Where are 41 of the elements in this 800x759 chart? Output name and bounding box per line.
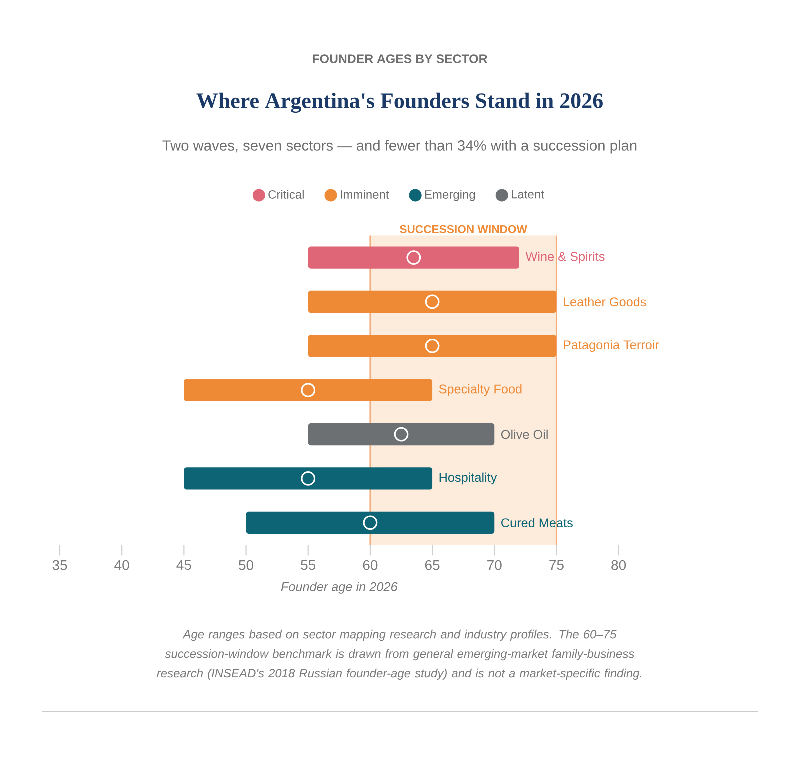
y-tick-label: Olive Oil xyxy=(501,430,548,440)
point xyxy=(301,383,316,398)
chart-title: Where Argentina's Founders Stand in 2026 xyxy=(196,92,603,114)
text: Age ranges based on sector mapping research and industry profiles. The 60–75 succession-window benchmark is drawn from general emerging-market family-business research (INSEAD's 2018 Russian founder-age study) and is not a market-specific finding. xyxy=(157,630,642,680)
bar xyxy=(246,512,495,534)
legend-label: Emerging xyxy=(425,190,476,202)
y-tick-label: Hospitality xyxy=(440,472,498,485)
legend-label: Imminent xyxy=(341,190,390,199)
band-label: SUCCESSION WINDOW xyxy=(400,225,528,234)
legend-label: Critical xyxy=(268,190,304,199)
y-tick-label: Patagonia Terroir xyxy=(564,340,660,352)
bar xyxy=(184,468,433,490)
x-tick-label: 80 xyxy=(612,560,626,570)
x-tick-label: 60 xyxy=(363,560,378,570)
point xyxy=(363,516,378,530)
point xyxy=(301,472,316,486)
bar xyxy=(308,423,495,446)
point xyxy=(425,338,440,354)
bar xyxy=(184,379,433,402)
x-tick-label: 65 xyxy=(425,560,440,570)
x-tick-label: 50 xyxy=(239,560,254,570)
bar xyxy=(308,290,557,314)
text: FOUNDER AGES BY SECTOR xyxy=(313,54,488,64)
x-tick-label: 45 xyxy=(176,560,192,570)
bar xyxy=(308,335,557,358)
x-tick-label: 70 xyxy=(488,560,502,570)
x-tick-label: 40 xyxy=(114,560,130,570)
y-tick-label: Wine & Spirits xyxy=(526,252,605,264)
point xyxy=(425,294,440,310)
point xyxy=(406,250,422,265)
bar xyxy=(308,246,520,269)
y-tick-label: Leather Goods xyxy=(564,297,646,307)
y-tick-label: Specialty Food xyxy=(439,384,522,396)
x-tick-label: 35 xyxy=(52,560,68,570)
legend-label: Latent xyxy=(512,190,544,199)
x-tick-label: 55 xyxy=(301,560,316,570)
x-axis-title: Founder age in 2026 xyxy=(281,582,398,594)
chart-subtitle: Two waves, seven sectors — and fewer than 34% with a succession plan xyxy=(162,140,637,154)
x-tick-label: 75 xyxy=(550,560,564,570)
point xyxy=(394,427,409,442)
y-tick-label: Cured Meats xyxy=(502,518,573,528)
